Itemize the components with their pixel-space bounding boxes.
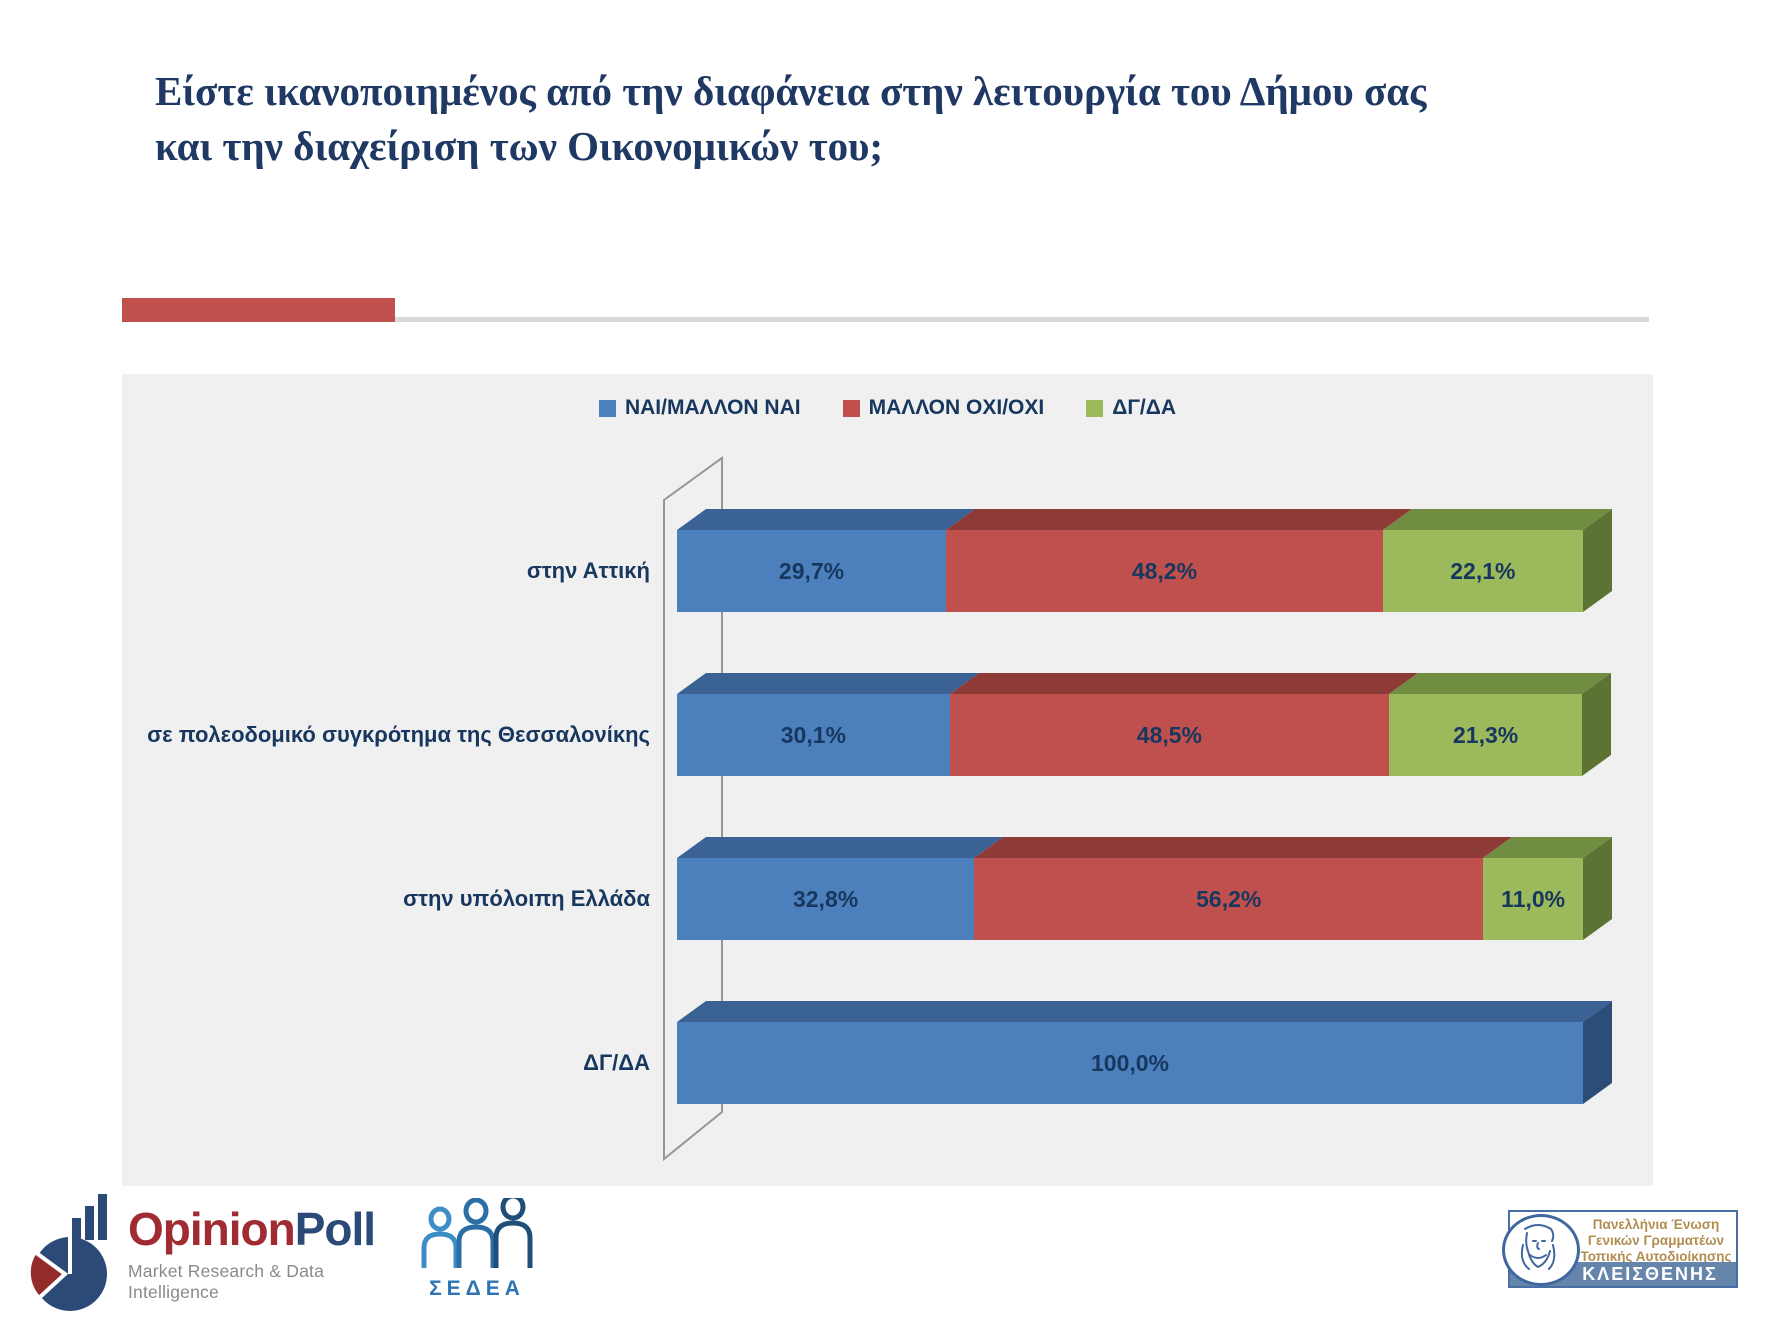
chart-legend: ΝΑΙ/ΜΑΛΛΟΝ ΝΑΙ ΜΑΛΛΟΝ ΟΧΙ/ΟΧΙ ΔΓ/ΔΑ — [122, 396, 1653, 420]
bar-segment: 32,8% — [677, 837, 1004, 940]
opinionpoll-tagline: Market Research & Data Intelligence — [128, 1261, 325, 1302]
kleisthenis-line1: Πανελλήνια Ένωση — [1592, 1217, 1720, 1232]
legend-label: ΔΓ/ΔΑ — [1112, 396, 1177, 419]
kleisthenis-line3: Τοπικής Αυτοδιοίκησης — [1580, 1249, 1732, 1264]
opinionpoll-name-opinion: Opinion — [128, 1203, 296, 1255]
bar-segment: 11,0% — [1483, 836, 1612, 940]
opinionpoll-name-poll: Poll — [294, 1203, 376, 1255]
legend-swatch-icon — [598, 399, 616, 417]
bar-value-label: 32,8% — [792, 885, 859, 912]
legend-swatch-icon — [1086, 399, 1104, 417]
bar-value-label: 48,5% — [1136, 721, 1203, 748]
opinionpoll-logo: OpinionPoll Market Research & Data Intel… — [30, 1192, 376, 1322]
opinionpoll-name: OpinionPoll — [128, 1203, 376, 1255]
sedea-logo: ΣΕΔΕΑ — [412, 1193, 542, 1308]
accent-bar — [122, 298, 395, 322]
bar-value-label: 21,3% — [1452, 721, 1519, 748]
axis-wall — [663, 456, 723, 1162]
bar-value-label: 29,7% — [778, 557, 845, 584]
bar-segment: 30,1% — [677, 673, 979, 776]
legend-item: ΜΑΛΛΟΝ ΟΧΙ/ΟΧΙ — [842, 396, 1045, 420]
bar-row: 29,7% 48,2% 22,1% — [677, 508, 1612, 612]
opinionpoll-pie-icon — [30, 1194, 107, 1311]
bar-value-label: 30,1% — [780, 721, 846, 748]
kleisthenis-association-lines: Πανελλήνια Ένωση Γενικών Γραμματέων Τοπι… — [1576, 1217, 1736, 1265]
bar-value-label: 11,0% — [1501, 885, 1566, 912]
category-label: ΔΓ/ΔΑ — [583, 1050, 650, 1076]
opinionpoll-text: OpinionPoll Market Research & Data Intel… — [128, 1203, 376, 1303]
bar-segment: 21,3% — [1389, 672, 1612, 776]
bar-segment: 56,2% — [974, 837, 1513, 940]
bar-row: 100,0% — [677, 1000, 1612, 1104]
category-labels: στην Αττική σε πολεοδομικό συγκρότημα της… — [122, 374, 1653, 1186]
chart-area: 29,7% 48,2% 22,1% 30,1% 48,5% 21,3% 32,8% 56,2%… — [122, 374, 1653, 1186]
legend-label: ΜΑΛΛΟΝ ΟΧΙ/ΟΧΙ — [868, 396, 1045, 419]
bar-row: 32,8% 56,2% 11,0% — [677, 836, 1612, 940]
divider-line — [122, 317, 1649, 322]
bar-value-label: 56,2% — [1196, 885, 1262, 912]
legend-label: ΝΑΙ/ΜΑΛΛΟΝ ΝΑΙ — [624, 396, 801, 419]
bar-segment: 22,1% — [1382, 508, 1612, 612]
bar-segment: 29,7% — [677, 509, 976, 612]
sedea-people-icon — [421, 1193, 533, 1268]
bar-segment: 100,0% — [677, 1000, 1612, 1104]
bar-value-label: 48,2% — [1131, 557, 1198, 584]
category-label: στην υπόλοιπη Ελλάδα — [403, 886, 650, 912]
kleisthenis-portrait-icon — [1502, 1214, 1580, 1286]
legend-item: ΔΓ/ΔΑ — [1086, 396, 1176, 420]
legend-item: ΝΑΙ/ΜΑΛΛΟΝ ΝΑΙ — [598, 396, 801, 420]
bar-row: 30,1% 48,5% 21,3% — [677, 672, 1612, 776]
bar-segment: 48,5% — [949, 673, 1419, 776]
category-label: σε πολεοδομικό συγκρότημα της Θεσσαλονίκ… — [147, 722, 650, 748]
legend-swatch-icon — [842, 399, 860, 417]
bar-value-label: 22,1% — [1450, 557, 1516, 584]
category-label: στην Αττική — [526, 558, 650, 584]
bar-segment: 48,2% — [946, 509, 1412, 612]
sedea-label: ΣΕΔΕΑ — [429, 1277, 525, 1300]
bar-value-label: 100,0% — [1090, 1049, 1169, 1076]
kleisthenis-line2: Γενικών Γραμματέων — [1587, 1233, 1725, 1248]
bars-layer: 29,7% 48,2% 22,1% 30,1% 48,5% 21,3% 32,8% 56,2%… — [122, 374, 1653, 1186]
kleisthenis-logo: Πανελλήνια Ένωση Γενικών Γραμματέων Τοπι… — [1502, 1210, 1738, 1288]
slide-title: Είστε ικανοποιημένος από την διαφάνεια σ… — [155, 68, 1427, 169]
kleisthenis-name: ΚΛΕΙΣΘΕΝΗΣ — [1582, 1263, 1718, 1284]
